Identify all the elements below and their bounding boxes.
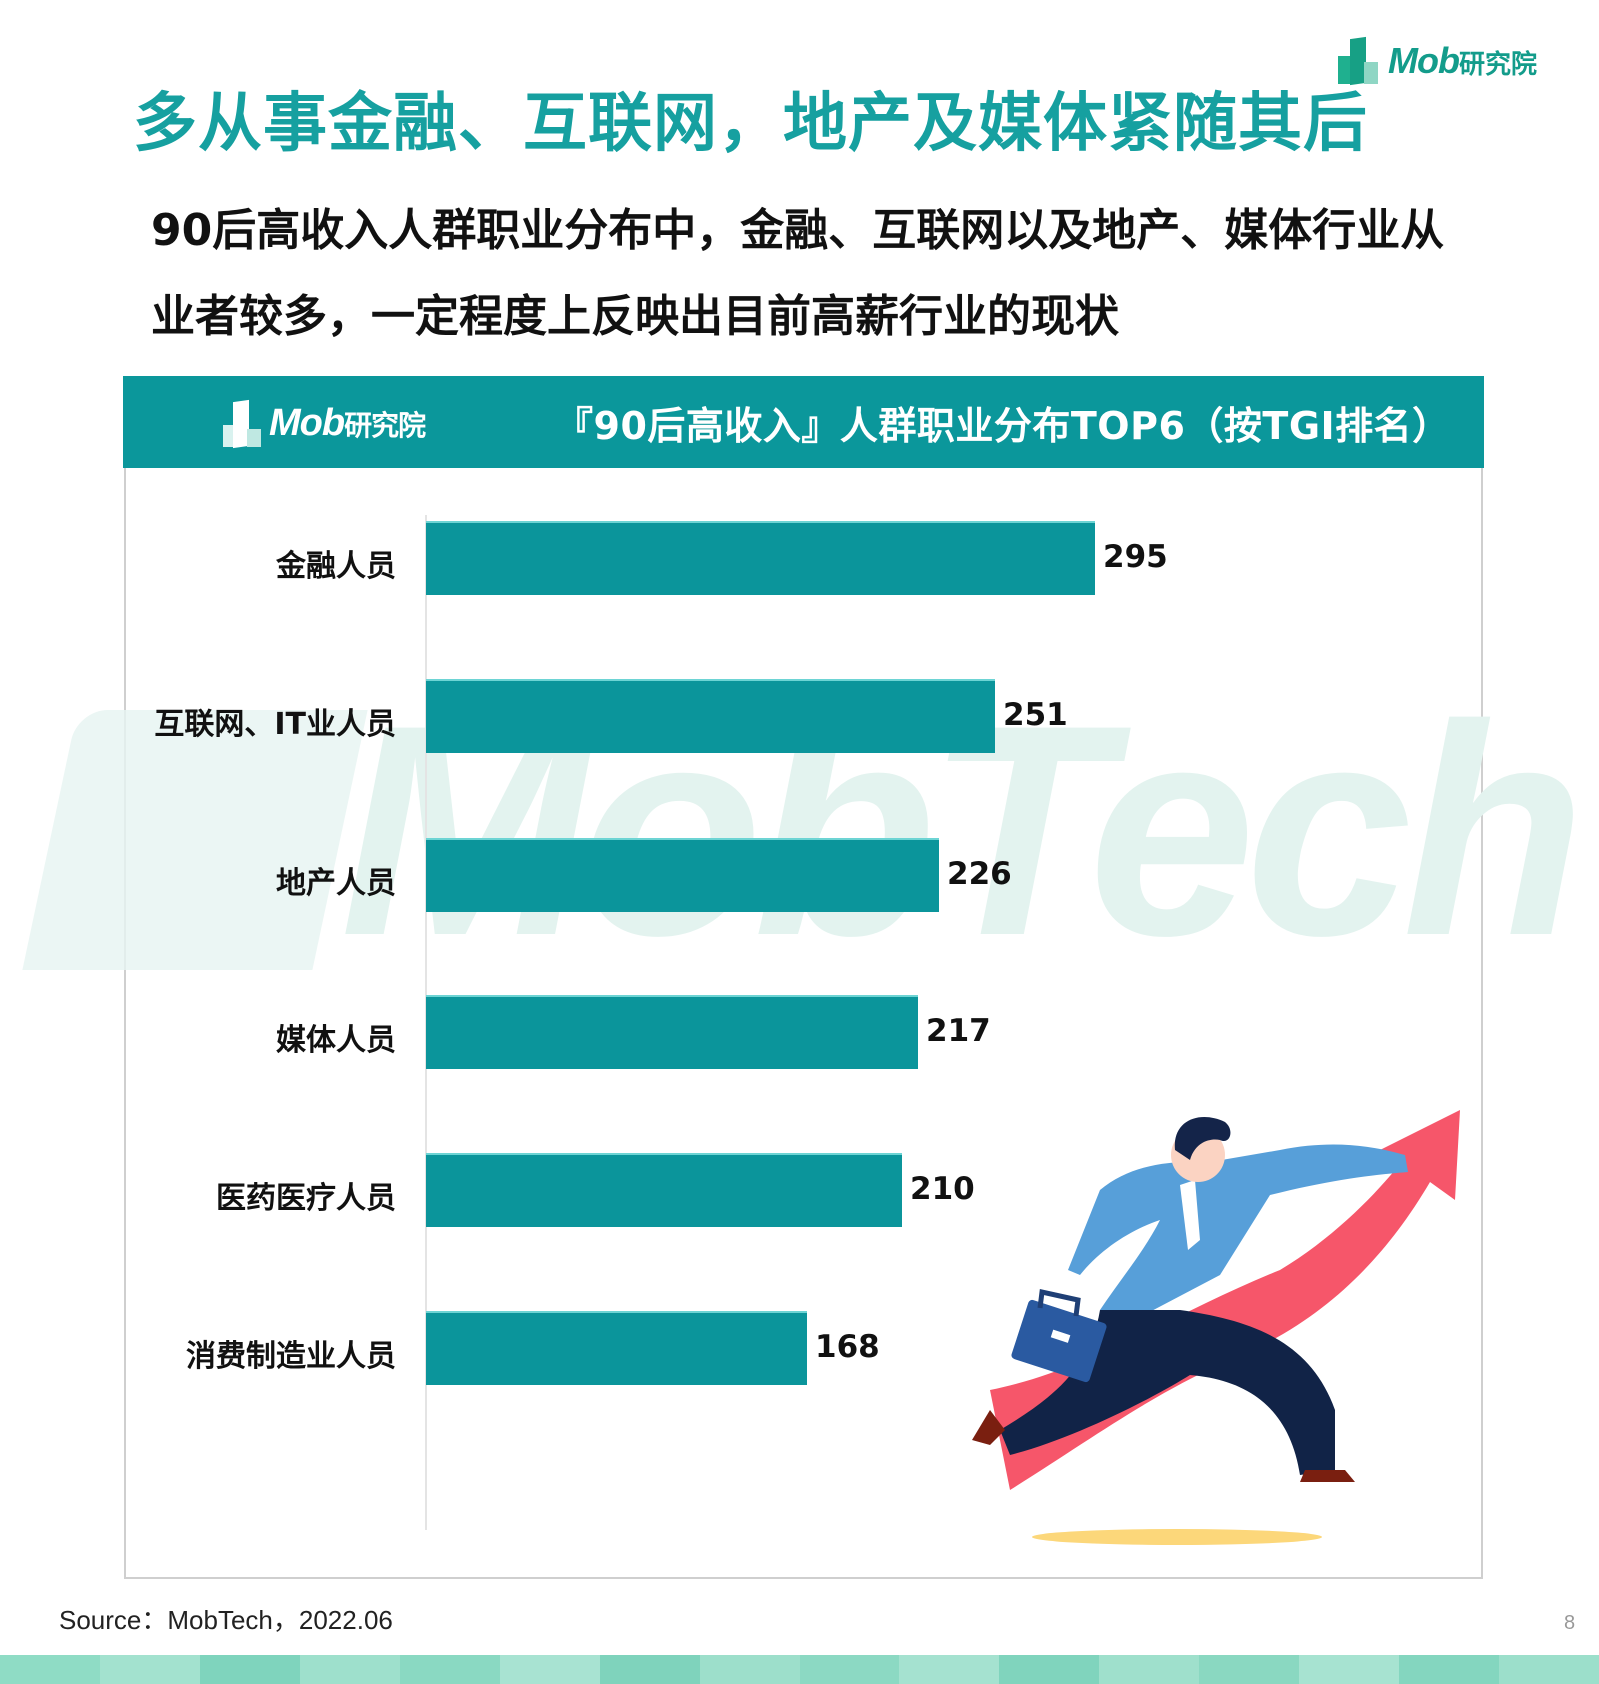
tie-shape — [1180, 1180, 1200, 1250]
bar — [426, 1153, 902, 1227]
brand-logo-suffix: 研究院 — [1458, 49, 1537, 79]
bar — [426, 679, 995, 753]
bar-row: 医药医疗人员 210 — [124, 1153, 1483, 1227]
chart-header-logo: Mob研究院 — [223, 397, 523, 449]
bar — [426, 838, 939, 912]
source-note: Source：MobTech，2022.06 — [59, 1605, 393, 1635]
chart-logo-suffix: 研究院 — [344, 410, 426, 441]
businessman-running-illustration — [972, 1110, 1460, 1545]
page-subtitle: 90后高收入人群职业分布中，金融、互联网以及地产、媒体行业从业者较多，一定程度上… — [151, 205, 1445, 342]
trousers-shape — [1000, 1310, 1335, 1475]
building-logo-icon — [223, 397, 263, 449]
bar-row: 消费制造业人员 168 — [124, 1311, 1483, 1385]
shoe-icon — [1300, 1470, 1355, 1482]
category-label: 地产人员 — [276, 866, 396, 901]
chart-logo-text: Mob — [269, 402, 345, 444]
footer-band — [0, 1655, 1599, 1684]
brand-logo: Mob研究院 — [1338, 32, 1537, 86]
page-number: 8 — [1564, 1612, 1576, 1634]
page-title: 多从事金融、互联网，地产及媒体紧随其后 — [133, 87, 1368, 161]
bar — [426, 1311, 807, 1385]
bar — [426, 995, 918, 1069]
category-label: 金融人员 — [276, 549, 396, 584]
hair-shape — [1174, 1117, 1231, 1160]
chart-title: 『90后高收入』人群职业分布TOP6（按TGI排名） — [555, 403, 1451, 448]
shirt-shape — [1068, 1144, 1408, 1325]
bar-row: 互联网、IT业人员 251 — [124, 679, 1483, 753]
category-label: 医药医疗人员 — [216, 1181, 396, 1216]
chart-header: Mob研究院 『90后高收入』人群职业分布TOP6（按TGI排名） — [123, 376, 1484, 468]
bar-row: 金融人员 295 — [124, 521, 1483, 595]
value-label: 217 — [926, 1013, 991, 1049]
shadow-ellipse — [1032, 1529, 1322, 1545]
bar — [426, 521, 1095, 595]
building-logo-icon — [1338, 36, 1382, 86]
value-label: 168 — [815, 1329, 880, 1365]
category-label: 互联网、IT业人员 — [154, 707, 396, 742]
brand-logo-text: Mob — [1388, 40, 1460, 81]
value-label: 210 — [910, 1171, 975, 1207]
bar-row: 媒体人员 217 — [124, 995, 1483, 1069]
bar-row: 地产人员 226 — [124, 838, 1483, 912]
briefcase-icon — [1011, 1299, 1107, 1383]
value-label: 295 — [1103, 539, 1168, 575]
value-label: 251 — [1003, 697, 1068, 733]
category-label: 消费制造业人员 — [186, 1339, 396, 1374]
shoe-icon — [972, 1410, 1005, 1445]
category-label: 媒体人员 — [276, 1023, 396, 1058]
value-label: 226 — [947, 856, 1012, 892]
